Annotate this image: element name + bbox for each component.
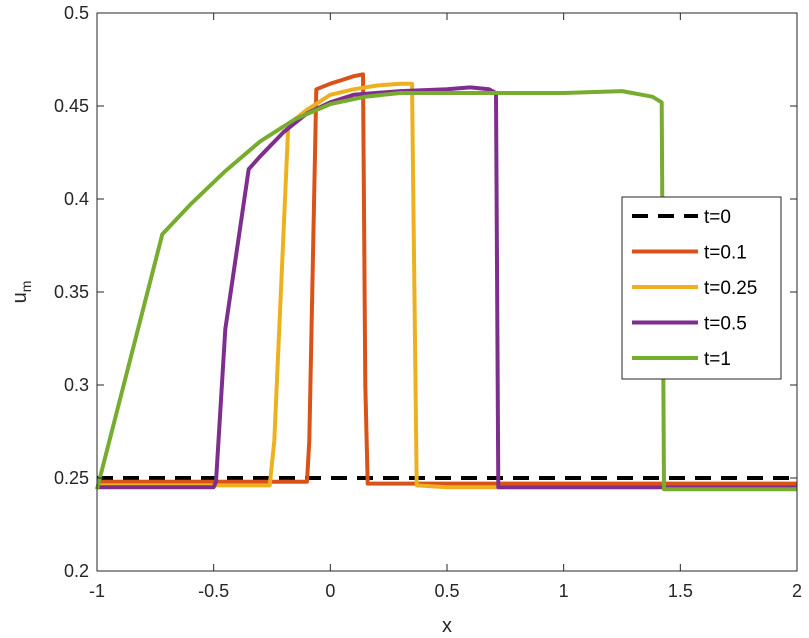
x-tick-label: -1 [89, 581, 105, 601]
y-tick-label: 0.45 [54, 96, 89, 116]
y-axis-label-main: u [9, 292, 31, 303]
y-axis-label: um [9, 281, 34, 304]
legend-items: t=0 t=0.1 t=0.25 t=0.5 t=1 [632, 207, 757, 370]
x-tick-label: 0.5 [434, 581, 459, 601]
x-tick-label: 2 [792, 581, 802, 601]
y-tick-label: 0.3 [64, 375, 89, 395]
y-tick-label: 0.25 [54, 468, 89, 488]
series-line-2 [97, 81, 797, 490]
x-tick-label: 0 [325, 581, 335, 601]
y-tick-label: 0.2 [64, 561, 89, 581]
y-axis-label-sub: m [18, 281, 34, 293]
legend-label-4: t=1 [704, 349, 731, 370]
x-axis-ticks: -1 -0.5 0 0.5 1 1.5 2 [89, 13, 802, 601]
legend-label-1: t=0.1 [704, 243, 747, 264]
x-tick-label: 1.5 [668, 581, 693, 601]
legend-label-0: t=0 [704, 207, 731, 228]
series-line-3 [97, 85, 797, 490]
legend-label-3: t=0.5 [704, 314, 747, 335]
y-axis-ticks: 0.2 0.25 0.3 0.35 0.4 0.45 0.5 [54, 3, 797, 581]
y-tick-label: 0.4 [64, 189, 89, 209]
x-tick-label: 1 [559, 581, 569, 601]
legend-label-2: t=0.25 [704, 278, 757, 299]
y-tick-label: 0.35 [54, 282, 89, 302]
x-tick-label: -0.5 [198, 581, 229, 601]
series-line-1 [97, 72, 797, 486]
legend: t=0 t=0.1 t=0.25 t=0.5 t=1 [621, 196, 782, 380]
x-axis-label: x [442, 615, 452, 637]
y-tick-label: 0.5 [64, 3, 89, 23]
